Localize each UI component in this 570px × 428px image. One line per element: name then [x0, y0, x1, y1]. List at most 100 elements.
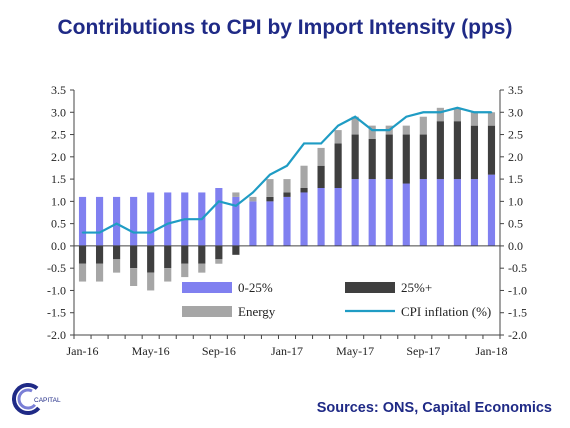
- bar-0-25--jan-18: [487, 174, 496, 246]
- bar-energy-jun-16: [164, 268, 172, 282]
- y-tick-label-right: -2.0: [508, 328, 527, 342]
- point-cpi-apr-16: [132, 231, 135, 234]
- bar-0-25--nov-16: [249, 201, 257, 246]
- bar-energy-dec-16: [266, 179, 274, 197]
- point-cpi-sep-17: [422, 111, 425, 114]
- bar-energy-jan-18: [487, 112, 496, 126]
- bar-0-25--feb-16: [95, 196, 104, 246]
- y-tick-label-right: 2.0: [508, 150, 523, 164]
- sources-note: Sources: ONS, Capital Economics: [316, 400, 552, 416]
- bar-0-25--apr-16: [130, 196, 138, 246]
- legend-label-0-25-: 0-25%: [238, 280, 273, 295]
- bars-layer: [78, 107, 496, 291]
- chart-area: -2.0 -2.0 -1.5 -1.5 -1.0 -1.0 -0.5 -0.5 0.0 0.0 0.…: [47, 83, 527, 358]
- bar-25--aug-16: [198, 245, 206, 264]
- point-cpi-feb-17: [303, 142, 305, 145]
- bar-25--may-16: [147, 245, 155, 273]
- bar-25--mar-17: [317, 165, 325, 188]
- point-cpi-dec-16: [269, 173, 271, 176]
- bar-0-25--mar-16: [113, 196, 121, 246]
- point-cpi-oct-16: [235, 205, 237, 207]
- axes-layer: -2.0 -2.0 -1.5 -1.5 -1.0 -1.0 -0.5 -0.5 0.0 0.0 0.…: [47, 83, 527, 358]
- bar-25--apr-17: [334, 143, 342, 188]
- bar-25--jul-16: [181, 245, 189, 264]
- bar-energy-mar-16: [113, 259, 121, 273]
- bar-energy-dec-17: [470, 112, 479, 126]
- bar-0-25--feb-17: [300, 192, 308, 246]
- y-tick-label-right: 1.0: [508, 194, 523, 208]
- bar-energy-sep-17: [419, 116, 427, 135]
- legend-label-cpi-inflation-: CPI inflation (%): [401, 304, 491, 319]
- y-tick-label-right: -1.0: [508, 283, 527, 297]
- point-cpi-mar-16: [115, 222, 118, 225]
- bar-energy-nov-17: [453, 107, 461, 122]
- x-tick-label: Sep-17: [406, 344, 440, 358]
- bar-0-25--sep-17: [419, 179, 427, 246]
- point-cpi-oct-17: [439, 111, 442, 114]
- bar-25--feb-17: [300, 188, 308, 193]
- bar-energy-mar-17: [317, 147, 325, 166]
- point-cpi-jan-16: [81, 231, 84, 234]
- bar-25--mar-16: [113, 245, 121, 260]
- bar-0-25--dec-17: [470, 179, 479, 246]
- point-cpi-nov-17: [456, 107, 459, 109]
- y-tick-label-right: -0.5: [508, 261, 527, 275]
- x-tick-label: Jan-16: [67, 344, 99, 358]
- bar-25--jul-17: [385, 134, 393, 180]
- x-tick-label: Jan-17: [271, 344, 303, 358]
- bar-energy-may-16: [147, 272, 155, 291]
- x-tick-label: May-16: [132, 344, 170, 358]
- bar-0-25--may-16: [147, 192, 155, 246]
- point-cpi-jan-18: [490, 111, 493, 114]
- point-cpi-jul-16: [183, 218, 186, 220]
- legend-swatch-energy: [182, 306, 232, 317]
- y-tick-label-left: 1.0: [51, 194, 66, 208]
- y-tick-label-left: 2.5: [51, 128, 66, 142]
- bar-25--sep-17: [419, 134, 427, 180]
- bar-25--jun-16: [164, 245, 172, 269]
- y-tick-label-left: -2.0: [47, 328, 66, 342]
- line-layer: [81, 106, 493, 234]
- bar-energy-aug-16: [198, 263, 206, 273]
- y-tick-label-left: 1.5: [51, 172, 66, 186]
- point-cpi-aug-17: [405, 115, 408, 118]
- bar-25--oct-17: [436, 121, 444, 180]
- legend-swatch-0-25-: [182, 282, 232, 293]
- bar-0-25--jun-17: [368, 179, 376, 246]
- y-tick-label-left: -0.5: [47, 261, 66, 275]
- bar-25--nov-17: [453, 121, 461, 180]
- y-tick-label-left: -1.0: [47, 283, 66, 297]
- bar-energy-jan-17: [283, 179, 291, 193]
- bar-0-25--mar-17: [317, 188, 325, 246]
- bar-energy-apr-16: [130, 268, 138, 286]
- y-tick-label-right: 1.5: [508, 172, 523, 186]
- bar-energy-feb-16: [95, 263, 104, 282]
- capital-economics-logo: CAPITAL: [12, 383, 61, 415]
- bar-0-25--nov-17: [453, 179, 461, 246]
- bar-energy-sep-16: [215, 259, 223, 264]
- point-cpi-feb-16: [98, 231, 101, 234]
- bar-energy-oct-17: [436, 107, 444, 122]
- point-cpi-jun-17: [371, 129, 374, 131]
- bar-0-25--jul-17: [385, 179, 393, 246]
- bar-0-25--may-17: [351, 179, 359, 246]
- bar-0-25--oct-16: [232, 196, 240, 246]
- bar-25--jun-17: [368, 139, 376, 180]
- y-tick-label-left: 3.0: [51, 105, 66, 119]
- y-tick-label-right: 0.0: [508, 239, 523, 253]
- bar-energy-jul-16: [181, 263, 189, 278]
- legend-label-25-: 25%+: [401, 280, 432, 295]
- bar-0-25--apr-17: [334, 188, 342, 246]
- bar-0-25--jan-17: [283, 196, 291, 246]
- point-cpi-jul-17: [388, 129, 391, 131]
- bar-0-25--oct-17: [436, 179, 444, 246]
- svg-text:CAPITAL: CAPITAL: [34, 397, 61, 404]
- bar-25--jan-16: [78, 245, 87, 264]
- point-cpi-mar-17: [320, 142, 322, 145]
- point-cpi-jun-16: [166, 222, 169, 225]
- legend: 0-25% 25%+ Energy CPI inflation (%): [182, 280, 491, 319]
- bar-25--jan-17: [283, 192, 291, 197]
- x-tick-label: Jan-18: [475, 344, 507, 358]
- legend-label-energy: Energy: [238, 304, 276, 319]
- bar-25--dec-17: [470, 125, 479, 180]
